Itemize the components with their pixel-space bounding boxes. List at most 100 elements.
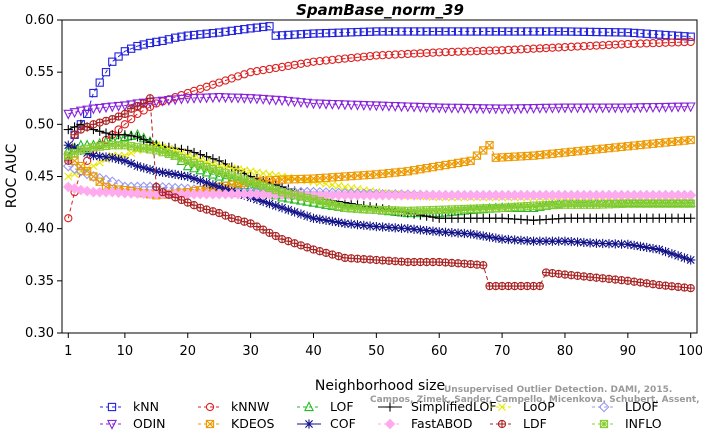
data-point [208, 180, 218, 190]
data-point [127, 114, 136, 124]
data-point [347, 183, 356, 192]
data-point [64, 172, 73, 181]
data-point [314, 99, 325, 110]
x-tick-label: 60 [431, 344, 448, 359]
legend-label: LDF [523, 416, 547, 431]
data-point [585, 103, 596, 114]
data-point [82, 109, 92, 119]
data-point [617, 40, 626, 49]
data-point [559, 103, 570, 114]
x-tick-label: 70 [494, 344, 511, 359]
series-layer [62, 22, 697, 293]
data-point [164, 168, 174, 178]
data-point [685, 102, 696, 113]
data-point [120, 109, 130, 119]
data-point [629, 28, 639, 38]
data-point [573, 27, 582, 36]
legend-item-loop: LoOP [490, 399, 555, 414]
data-point [88, 104, 99, 115]
data-point [321, 99, 332, 110]
data-point [346, 100, 357, 111]
data-point [82, 105, 93, 116]
data-point [352, 100, 363, 111]
data-point [516, 27, 526, 36]
data-point [466, 27, 475, 36]
data-point [667, 38, 677, 47]
data-point [290, 30, 299, 39]
data-point [157, 96, 168, 107]
data-point [69, 108, 80, 119]
data-point [259, 65, 268, 75]
data-point [359, 220, 369, 230]
legend-item-fastabod: FastABOD [378, 416, 473, 431]
data-point [170, 95, 181, 106]
data-point [88, 151, 99, 161]
series-knn [64, 22, 695, 160]
chart-title: SpamBase_norm_39 [296, 1, 464, 19]
data-point [484, 232, 495, 242]
data-point [479, 261, 488, 270]
data-point [384, 27, 394, 36]
data-point [679, 253, 690, 263]
legend-swatch-marker [384, 418, 396, 430]
data-point [636, 29, 645, 38]
data-point [114, 52, 123, 61]
data-point [252, 66, 262, 76]
data-point [409, 49, 419, 58]
legend-item-ldof: LDOF [592, 399, 659, 414]
data-point [377, 101, 388, 112]
data-point [290, 60, 299, 70]
data-point [371, 101, 382, 112]
data-point [409, 27, 419, 36]
data-point [491, 233, 501, 243]
data-point [616, 103, 627, 114]
data-point [264, 95, 275, 106]
data-point [289, 97, 300, 108]
data-point [604, 28, 614, 37]
legend-item-cof: COF [297, 416, 356, 431]
data-point [240, 25, 249, 34]
data-point [460, 47, 469, 56]
data-point [642, 39, 651, 48]
data-point [189, 30, 199, 40]
data-point [541, 27, 551, 36]
data-point [233, 215, 243, 225]
data-point [95, 151, 105, 161]
data-point [94, 103, 105, 114]
legend-item-simplifiedlof: SimplifiedLOF [378, 399, 497, 414]
data-point [573, 42, 582, 51]
data-point [572, 103, 583, 114]
x-tick-label: 80 [557, 344, 574, 359]
data-point [446, 103, 457, 114]
data-point [327, 216, 337, 226]
data-point [585, 27, 595, 37]
data-point [302, 98, 313, 109]
data-point [485, 141, 494, 150]
legend-label: SimplifiedLOF [411, 399, 497, 414]
data-point [207, 93, 218, 104]
data-point [271, 31, 280, 40]
data-point [227, 162, 237, 172]
data-point [271, 63, 280, 73]
data-point [422, 225, 432, 236]
legend-label: LDOF [625, 399, 659, 414]
data-point [636, 278, 645, 287]
data-point [328, 55, 337, 65]
data-point [497, 104, 508, 115]
series-fastabod [62, 181, 697, 201]
data-point [252, 23, 262, 32]
data-point [202, 29, 211, 38]
data-point [648, 103, 658, 114]
data-point [686, 283, 695, 293]
data-point [472, 230, 482, 240]
data-point [176, 94, 187, 105]
x-tick-label: 90 [620, 344, 637, 359]
data-point [534, 103, 545, 114]
data-point [245, 94, 256, 105]
data-point [171, 33, 180, 42]
data-point [239, 93, 250, 104]
data-point [435, 48, 444, 57]
data-point [378, 51, 387, 60]
data-point [604, 239, 614, 249]
